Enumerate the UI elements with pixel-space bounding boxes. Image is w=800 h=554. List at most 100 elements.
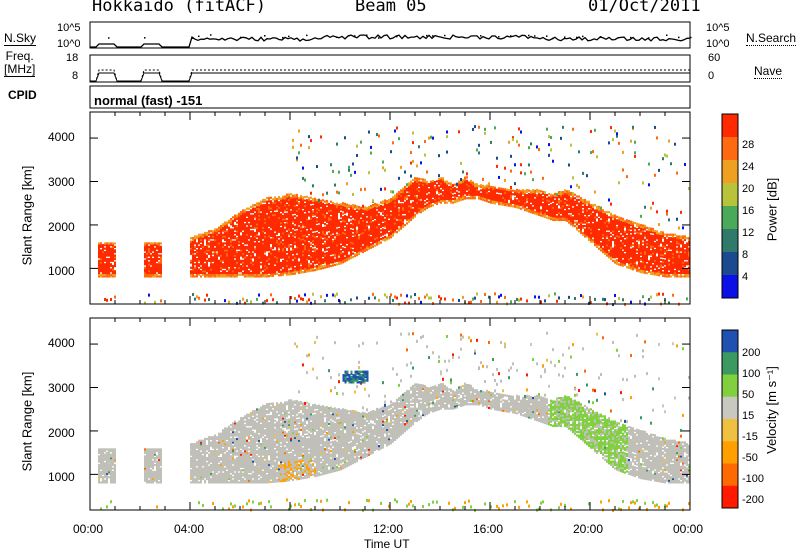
- power-cell: [276, 217, 278, 220]
- power-cell: [292, 255, 294, 258]
- power-cell: [272, 233, 274, 236]
- power-cell: [238, 259, 240, 262]
- power-cell: [332, 236, 334, 239]
- power-cell: [160, 254, 162, 257]
- power-cell: [310, 247, 312, 250]
- power-cell: [106, 271, 108, 275]
- power-cell: [306, 266, 308, 270]
- power-cell: [288, 242, 290, 245]
- power-cell: [260, 219, 262, 222]
- power-cell: [304, 223, 306, 227]
- power-cell: [392, 199, 394, 202]
- power-cell: [242, 211, 244, 214]
- power-cell: [352, 240, 354, 243]
- power-cell: [256, 233, 258, 236]
- power-cell: [152, 264, 154, 268]
- power-cell: [568, 214, 570, 217]
- power-cell: [208, 268, 210, 271]
- power-cell: [260, 242, 262, 245]
- power-cell: [158, 257, 160, 261]
- power-cell: [298, 245, 300, 248]
- power-cell: [270, 238, 272, 241]
- vel-cbar-tick-15: 15: [742, 410, 755, 422]
- power-cell: [304, 196, 306, 199]
- power-cell: [220, 233, 222, 236]
- power-cell: [280, 201, 282, 204]
- power-cell: [334, 213, 336, 216]
- power-cbar-tick-20: 20: [742, 183, 755, 195]
- power-cell: [284, 228, 286, 231]
- power-cell: [316, 204, 318, 207]
- power-cell: [214, 240, 216, 243]
- power-cell: [312, 222, 314, 225]
- power-cell: [102, 270, 104, 273]
- power-cell: [268, 242, 270, 245]
- power-cell: [312, 220, 314, 223]
- power-cell: [310, 236, 312, 239]
- power-cell: [266, 266, 268, 269]
- power-cell: [472, 181, 474, 184]
- power-cell: [198, 296, 200, 300]
- power-cell: [100, 252, 102, 255]
- power-cell: [362, 219, 364, 222]
- power-cell: [240, 242, 242, 245]
- power-cell: [218, 254, 220, 257]
- power-cell: [246, 212, 248, 215]
- power-cell: [268, 257, 270, 260]
- power-cell: [330, 212, 332, 215]
- power-cell: [256, 224, 258, 228]
- power-cell: [382, 207, 384, 210]
- power-cell: [148, 264, 150, 268]
- power-cell: [488, 182, 490, 186]
- power-cell: [238, 237, 240, 240]
- power-cell: [378, 225, 380, 228]
- power-cell: [302, 271, 304, 274]
- power-cell: [356, 233, 358, 236]
- power-cell: [424, 140, 426, 144]
- power-cell: [392, 225, 394, 229]
- power-cell: [340, 204, 342, 208]
- power-cell: [326, 220, 328, 223]
- power-cell: [350, 236, 352, 239]
- power-cell: [226, 259, 228, 262]
- power-cell: [400, 196, 402, 199]
- power-cell: [570, 185, 572, 189]
- power-cell: [272, 259, 274, 262]
- power-cell: [252, 254, 254, 257]
- power-cell: [224, 275, 226, 278]
- power-cell: [220, 275, 222, 278]
- power-cell: [264, 207, 266, 210]
- power-cell: [150, 268, 152, 271]
- power-cell: [290, 238, 292, 241]
- power-cell: [382, 212, 384, 215]
- power-cell: [534, 210, 536, 213]
- power-cell: [222, 237, 224, 240]
- power-cell: [244, 235, 246, 238]
- power-cell: [240, 251, 242, 254]
- power-cell: [338, 221, 340, 224]
- power-cell: [522, 189, 524, 192]
- power-cell: [200, 275, 202, 278]
- power-cell: [288, 215, 290, 219]
- power-cell: [378, 228, 380, 231]
- power-cell: [426, 194, 428, 197]
- power-cell: [310, 226, 312, 229]
- power-cell: [230, 263, 232, 266]
- power-cell: [336, 249, 338, 252]
- power-cell: [266, 235, 268, 238]
- power-cell: [318, 268, 320, 271]
- power-cell: [306, 253, 308, 256]
- power-cell: [280, 218, 282, 221]
- power-cell: [190, 244, 192, 247]
- power-cell: [326, 206, 328, 210]
- power-cell: [426, 199, 428, 203]
- power-cell: [234, 264, 236, 268]
- power-cell: [298, 223, 300, 226]
- power-cell: [350, 217, 352, 220]
- power-cell: [320, 204, 322, 208]
- power-cell: [158, 249, 160, 252]
- power-cell: [246, 251, 248, 254]
- power-cell: [270, 224, 272, 227]
- power-cell: [206, 251, 208, 254]
- power-cell: [392, 215, 394, 218]
